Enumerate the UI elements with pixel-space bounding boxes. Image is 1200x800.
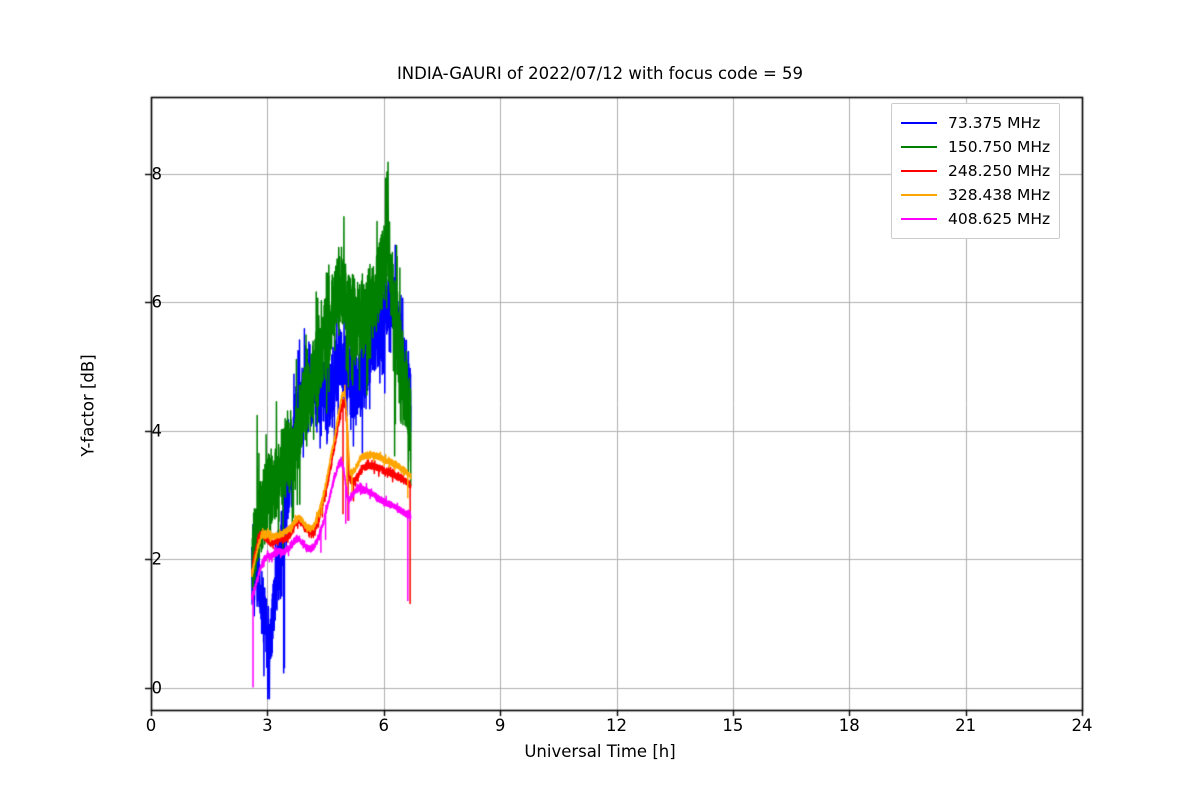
- x-tick-label: 3: [262, 716, 273, 735]
- legend-color-swatch: [901, 122, 937, 124]
- legend-item[interactable]: 150.750 MHz: [901, 135, 1050, 159]
- legend-item-label: 328.438 MHz: [948, 186, 1051, 204]
- legend-color-swatch: [901, 194, 937, 196]
- y-tick-label: 6: [151, 292, 163, 312]
- legend-item-label: 408.625 MHz: [948, 210, 1051, 228]
- legend-color-swatch: [901, 146, 937, 148]
- legend-item-label: 73.375 MHz: [948, 114, 1041, 132]
- x-tick-label: 15: [722, 716, 744, 735]
- x-tick-label: 18: [838, 716, 860, 735]
- legend-item[interactable]: 248.250 MHz: [901, 159, 1050, 183]
- legend: 73.375 MHz 150.750 MHz 248.250 MHz 328.438 …: [891, 103, 1061, 239]
- y-tick-label: 4: [151, 421, 163, 441]
- x-tick-label: 0: [145, 716, 157, 735]
- legend-item[interactable]: 73.375 MHz: [901, 111, 1050, 135]
- legend-item[interactable]: 328.438 MHz: [901, 183, 1050, 207]
- x-tick-label: 24: [1071, 716, 1093, 735]
- legend-item-label: 150.750 MHz: [948, 138, 1051, 156]
- legend-item-label: 248.250 MHz: [948, 162, 1051, 180]
- legend-color-swatch: [901, 170, 937, 172]
- x-tick-label: 9: [494, 716, 506, 735]
- x-tick-label: 21: [955, 716, 977, 735]
- y-tick-label: 0: [151, 678, 163, 698]
- y-tick-label: 2: [151, 549, 163, 569]
- y-tick-label: 8: [151, 164, 163, 184]
- x-tick-label: 12: [606, 716, 627, 735]
- x-tick-label: 6: [378, 716, 390, 735]
- legend-item[interactable]: 408.625 MHz: [901, 207, 1050, 231]
- legend-color-swatch: [901, 218, 937, 220]
